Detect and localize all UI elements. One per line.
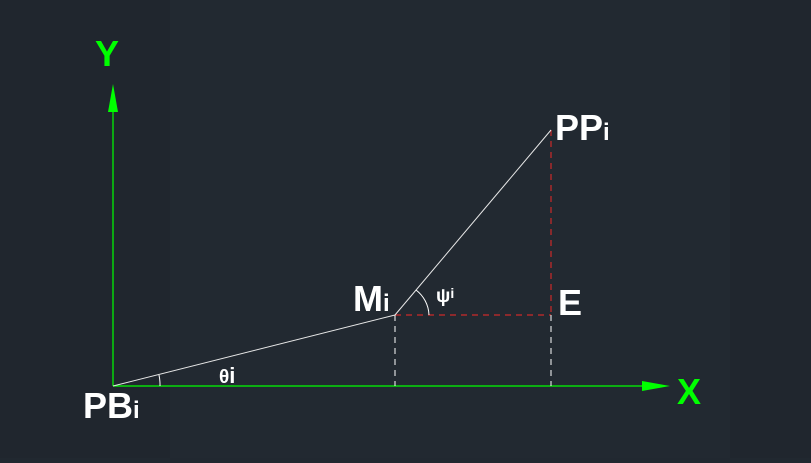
point-pb-label: PBi [83, 385, 140, 426]
segment-pb-to-m [112, 314, 396, 387]
psi-angle-arc [415, 289, 430, 316]
x-axis-arrowhead [642, 381, 670, 391]
x-axis-label: X [677, 371, 701, 412]
point-e-label: E [558, 282, 582, 323]
y-axis-arrowhead [108, 84, 118, 112]
theta-angle-arc [158, 374, 161, 387]
y-axis-label: Y [95, 33, 119, 74]
point-m-label: Mi [353, 278, 390, 319]
segment-m-to-pp [394, 129, 552, 316]
background-right-panel [730, 0, 811, 458]
point-pp-label: PPi [555, 107, 610, 148]
theta-angle-label: θi [219, 363, 235, 388]
background-center-panel [170, 0, 730, 458]
psi-angle-label: ψi [436, 285, 454, 307]
background-left-panel [0, 0, 170, 458]
